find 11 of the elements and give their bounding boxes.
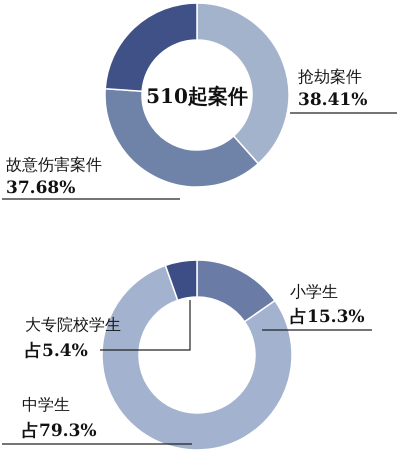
- data-label: 占5.4%: [25, 341, 88, 361]
- slice-label: 故意伤害案件: [6, 155, 102, 174]
- slice-label: 小学生: [290, 282, 338, 301]
- slice-label: 抢劫案件: [298, 67, 362, 86]
- text: 510起案件: [146, 84, 248, 108]
- data-label: 占79.3%: [22, 421, 97, 441]
- slice-label: 大专院校学生: [25, 315, 121, 334]
- data-label: 37.68%: [6, 178, 76, 198]
- data-label: 占15.3%: [290, 307, 365, 327]
- slice-label: 中学生: [22, 395, 70, 414]
- data-label: 38.41%: [298, 90, 368, 110]
